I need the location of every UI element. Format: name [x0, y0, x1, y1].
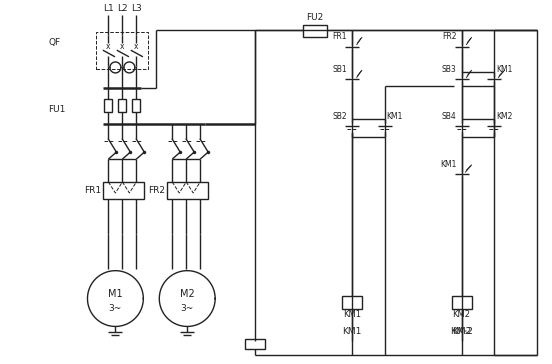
Bar — [132, 99, 140, 112]
Text: SB3: SB3 — [442, 65, 457, 74]
Text: SB1: SB1 — [332, 65, 347, 74]
Bar — [452, 296, 471, 309]
Bar — [118, 99, 126, 112]
Text: FU2: FU2 — [306, 13, 323, 22]
Text: L3: L3 — [131, 4, 142, 13]
Text: 3~: 3~ — [181, 304, 194, 313]
Bar — [342, 296, 362, 309]
Text: KM1: KM1 — [387, 112, 403, 121]
Text: KM1: KM1 — [440, 159, 457, 169]
Text: L2: L2 — [117, 4, 128, 13]
Bar — [97, 32, 148, 70]
Text: x: x — [120, 42, 125, 51]
Text: SB2: SB2 — [332, 112, 347, 121]
Bar — [245, 339, 265, 349]
Text: M1: M1 — [108, 289, 123, 298]
Bar — [103, 182, 144, 199]
Text: KM1: KM1 — [496, 65, 513, 74]
Text: M2: M2 — [180, 289, 195, 298]
Text: KM₅2: KM₅2 — [450, 327, 473, 336]
Text: x: x — [106, 42, 110, 51]
Text: KM1: KM1 — [342, 327, 362, 336]
Bar — [167, 182, 208, 199]
Text: KM2: KM2 — [453, 310, 470, 319]
Text: QF: QF — [49, 38, 61, 47]
Bar — [104, 99, 113, 112]
Text: FU1: FU1 — [49, 105, 66, 114]
Text: x: x — [134, 42, 139, 51]
Text: FR1: FR1 — [332, 32, 347, 41]
Text: SB4: SB4 — [442, 112, 457, 121]
Text: KM2: KM2 — [452, 327, 471, 336]
Text: FR2: FR2 — [442, 32, 457, 41]
Text: 3~: 3~ — [109, 304, 122, 313]
Text: FR2: FR2 — [148, 186, 165, 195]
Text: L1: L1 — [103, 4, 114, 13]
Bar — [303, 25, 327, 36]
Text: FR1: FR1 — [84, 186, 102, 195]
Text: KM2: KM2 — [496, 112, 513, 121]
Text: KM1: KM1 — [343, 310, 361, 319]
